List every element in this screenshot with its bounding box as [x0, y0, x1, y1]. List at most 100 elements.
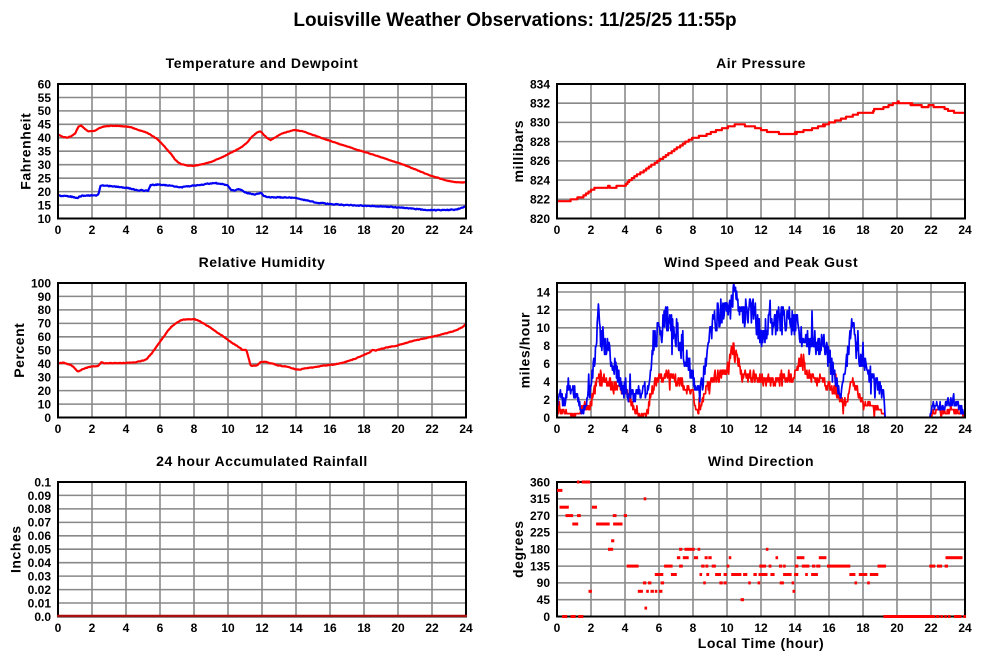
svg-text:18: 18	[357, 621, 371, 635]
svg-text:45: 45	[38, 118, 52, 132]
svg-text:22: 22	[425, 422, 439, 436]
svg-text:135: 135	[530, 559, 550, 573]
svg-text:0.1: 0.1	[34, 475, 51, 489]
svg-text:Inches: Inches	[8, 525, 24, 573]
svg-text:0: 0	[554, 422, 561, 436]
svg-text:6: 6	[157, 621, 164, 635]
svg-text:10: 10	[720, 223, 734, 237]
svg-text:20: 20	[391, 422, 405, 436]
svg-text:16: 16	[323, 422, 337, 436]
svg-text:834: 834	[530, 77, 550, 91]
svg-text:90: 90	[537, 576, 551, 590]
svg-text:24: 24	[459, 422, 473, 436]
svg-text:40: 40	[38, 357, 52, 371]
svg-text:12: 12	[255, 621, 269, 635]
svg-text:0.08: 0.08	[28, 502, 52, 516]
svg-text:0.0: 0.0	[34, 610, 51, 624]
svg-text:360: 360	[530, 475, 550, 489]
svg-text:22: 22	[425, 621, 439, 635]
svg-text:315: 315	[530, 492, 550, 506]
svg-text:16: 16	[822, 422, 836, 436]
svg-text:0: 0	[55, 621, 62, 635]
svg-text:822: 822	[530, 193, 550, 207]
svg-text:80: 80	[38, 303, 52, 317]
svg-text:824: 824	[530, 173, 550, 187]
svg-text:6: 6	[157, 223, 164, 237]
svg-text:12: 12	[255, 223, 269, 237]
svg-text:6: 6	[157, 422, 164, 436]
svg-text:10: 10	[720, 422, 734, 436]
svg-text:24: 24	[958, 223, 972, 237]
svg-text:225: 225	[530, 526, 550, 540]
svg-text:20: 20	[38, 185, 52, 199]
svg-text:10: 10	[221, 223, 235, 237]
svg-text:0.05: 0.05	[28, 543, 52, 557]
svg-text:0: 0	[543, 610, 550, 624]
svg-text:2: 2	[543, 393, 550, 407]
svg-text:14: 14	[289, 621, 303, 635]
svg-text:0: 0	[554, 223, 561, 237]
svg-text:Louisville Weather Observation: Louisville Weather Observations: 11/25/2…	[293, 10, 736, 31]
svg-text:6: 6	[656, 621, 663, 635]
svg-text:22: 22	[924, 422, 938, 436]
svg-text:24 hour Accumulated Rainfall: 24 hour Accumulated Rainfall	[156, 453, 368, 469]
svg-text:832: 832	[530, 97, 550, 111]
svg-text:18: 18	[856, 422, 870, 436]
svg-text:16: 16	[323, 621, 337, 635]
svg-text:18: 18	[856, 621, 870, 635]
svg-text:20: 20	[391, 223, 405, 237]
svg-text:14: 14	[788, 223, 802, 237]
svg-text:30: 30	[38, 370, 52, 384]
svg-text:degrees: degrees	[510, 520, 526, 578]
svg-text:16: 16	[822, 223, 836, 237]
svg-text:16: 16	[323, 223, 337, 237]
svg-text:270: 270	[530, 509, 550, 523]
svg-text:0: 0	[55, 223, 62, 237]
svg-text:10: 10	[221, 422, 235, 436]
svg-text:45: 45	[537, 593, 551, 607]
svg-text:Relative Humidity: Relative Humidity	[199, 254, 326, 270]
svg-text:18: 18	[357, 223, 371, 237]
svg-text:0: 0	[543, 411, 550, 425]
svg-text:0: 0	[554, 621, 561, 635]
svg-text:2: 2	[588, 223, 595, 237]
svg-text:12: 12	[754, 223, 768, 237]
svg-text:24: 24	[459, 223, 473, 237]
svg-text:8: 8	[191, 223, 198, 237]
svg-text:830: 830	[530, 116, 550, 130]
svg-text:10: 10	[221, 621, 235, 635]
svg-text:10: 10	[38, 397, 52, 411]
svg-text:8: 8	[191, 422, 198, 436]
svg-text:4: 4	[622, 223, 629, 237]
svg-text:16: 16	[822, 621, 836, 635]
svg-text:6: 6	[543, 357, 550, 371]
svg-text:14: 14	[788, 621, 802, 635]
svg-text:0.02: 0.02	[28, 583, 52, 597]
svg-text:828: 828	[530, 135, 550, 149]
svg-text:8: 8	[543, 339, 550, 353]
svg-text:40: 40	[38, 131, 52, 145]
svg-text:0.07: 0.07	[28, 516, 52, 530]
svg-text:50: 50	[38, 104, 52, 118]
svg-text:20: 20	[38, 384, 52, 398]
svg-text:4: 4	[622, 621, 629, 635]
svg-text:0.09: 0.09	[28, 489, 52, 503]
svg-text:0.03: 0.03	[28, 569, 52, 583]
svg-text:55: 55	[38, 91, 52, 105]
svg-text:8: 8	[690, 621, 697, 635]
svg-text:30: 30	[38, 158, 52, 172]
svg-text:12: 12	[255, 422, 269, 436]
svg-text:8: 8	[191, 621, 198, 635]
svg-text:14: 14	[289, 422, 303, 436]
svg-text:4: 4	[123, 223, 130, 237]
svg-text:2: 2	[89, 422, 96, 436]
svg-text:24: 24	[958, 621, 972, 635]
svg-text:2: 2	[89, 223, 96, 237]
svg-text:180: 180	[530, 543, 550, 557]
svg-text:15: 15	[38, 198, 52, 212]
svg-text:60: 60	[38, 330, 52, 344]
svg-text:50: 50	[38, 344, 52, 358]
svg-text:millibars: millibars	[510, 120, 526, 183]
svg-text:18: 18	[856, 223, 870, 237]
svg-text:24: 24	[459, 621, 473, 635]
